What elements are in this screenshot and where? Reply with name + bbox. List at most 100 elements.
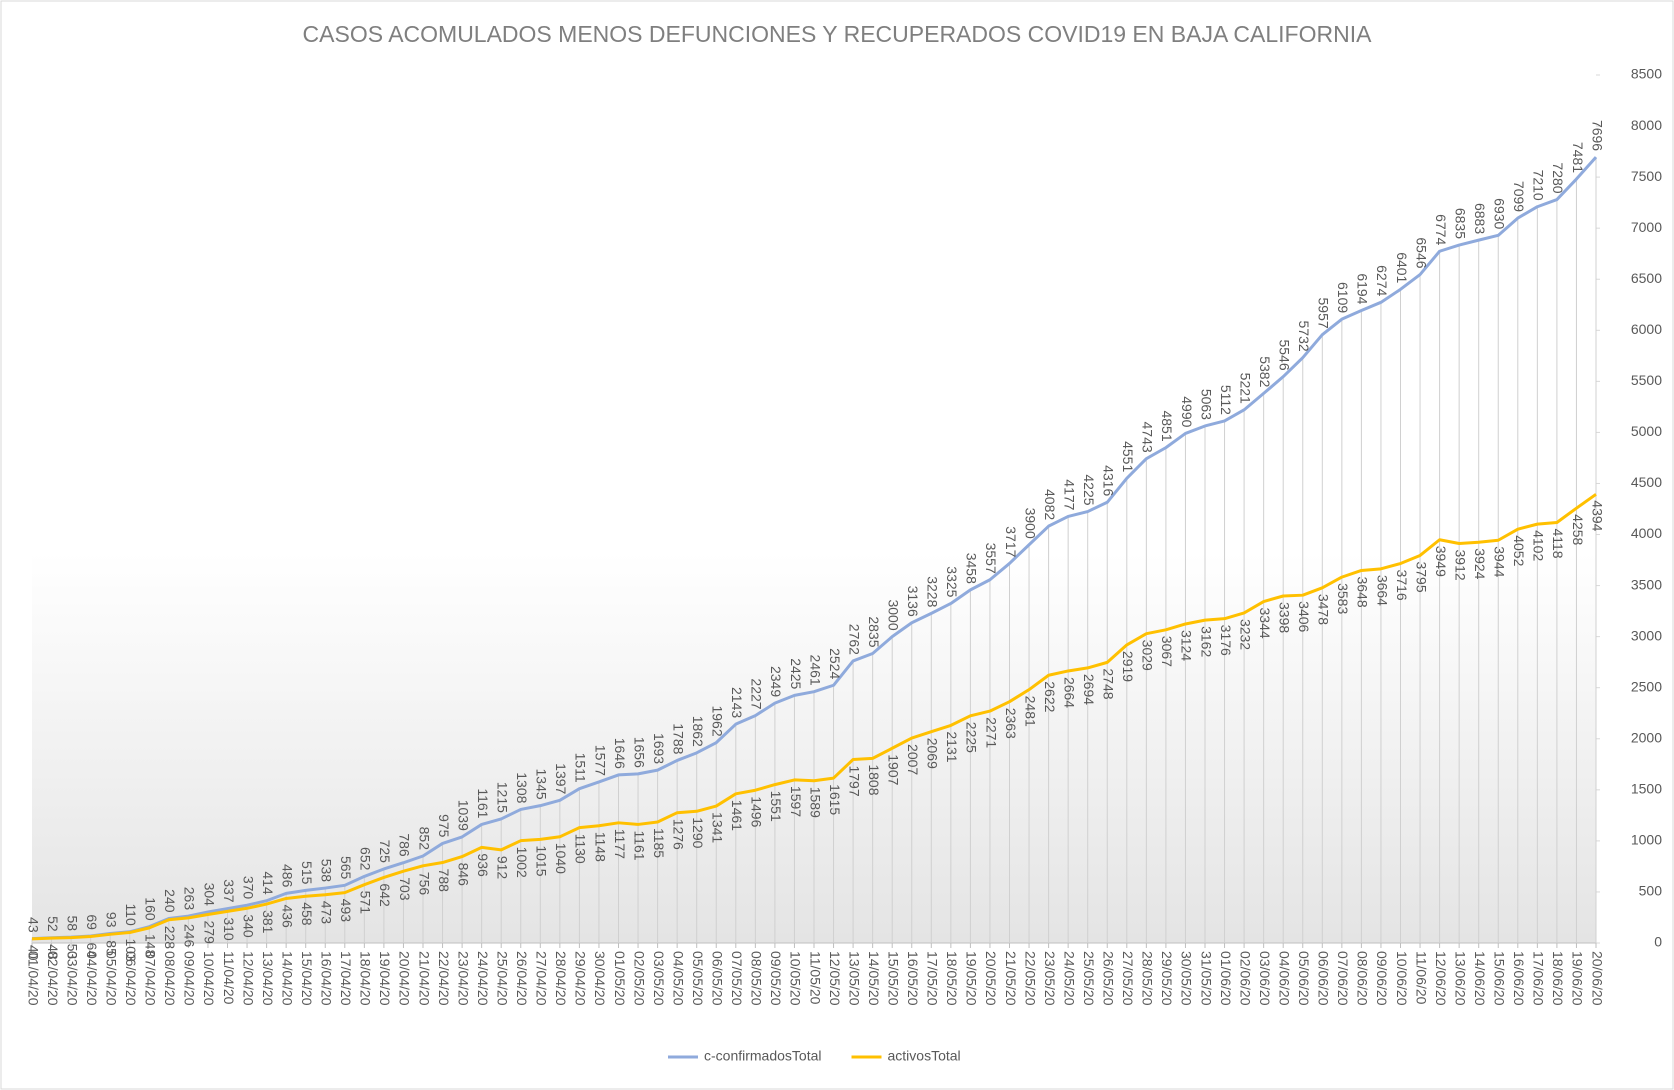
data-label: 4551: [1120, 441, 1136, 472]
x-tick-label: 14/04/20: [279, 951, 295, 1006]
data-label: 3648: [1355, 576, 1371, 607]
data-label: 493: [338, 899, 354, 923]
data-label: 5063: [1198, 389, 1214, 420]
data-label: 458: [299, 902, 315, 926]
x-tick-label: 01/05/20: [612, 951, 628, 1006]
data-label: 1962: [710, 705, 726, 736]
data-label: 1039: [455, 800, 471, 831]
data-label: 2694: [1081, 674, 1097, 705]
x-tick-label: 10/06/20: [1394, 951, 1410, 1006]
data-label: 1646: [612, 738, 628, 769]
data-label: 538: [319, 859, 335, 883]
data-label: 1397: [553, 763, 569, 794]
data-label: 1862: [690, 716, 706, 747]
data-label: 912: [494, 856, 510, 880]
x-tick-label: 16/05/20: [905, 951, 921, 1006]
data-label: 3949: [1433, 546, 1449, 577]
data-label: 5382: [1257, 356, 1273, 387]
data-label: 1496: [749, 796, 765, 827]
x-tick-label: 20/05/20: [983, 951, 999, 1006]
data-label: 1015: [534, 845, 550, 876]
data-label: 1002: [514, 847, 530, 878]
data-label: 228: [162, 926, 178, 950]
data-label: 3583: [1335, 583, 1351, 614]
data-label: 2349: [768, 666, 784, 697]
data-label: 160: [143, 897, 159, 921]
data-label: 4102: [1531, 530, 1547, 561]
x-tick-label: 13/05/20: [846, 951, 862, 1006]
data-label: 3067: [1159, 636, 1175, 667]
x-tick-label: 14/06/20: [1472, 951, 1488, 1006]
x-tick-label: 13/06/20: [1452, 951, 1468, 1006]
x-tick-label: 03/05/20: [651, 951, 667, 1006]
x-tick-label: 17/05/20: [925, 951, 941, 1006]
data-label: 1341: [710, 812, 726, 843]
data-label: 2131: [944, 731, 960, 762]
data-label: 4743: [1140, 421, 1156, 452]
x-tick-label: 05/06/20: [1296, 951, 1312, 1006]
data-label: 3162: [1198, 626, 1214, 657]
data-label: 2762: [846, 624, 862, 655]
data-label: 4316: [1101, 465, 1117, 496]
data-label: 1597: [788, 786, 804, 817]
data-label: 3325: [944, 566, 960, 597]
x-tick-label: 02/05/20: [631, 951, 647, 1006]
data-label: 3478: [1316, 594, 1332, 625]
x-tick-label: 12/05/20: [827, 951, 843, 1006]
data-label: 414: [260, 871, 276, 895]
data-label: 2835: [866, 616, 882, 647]
x-tick-label: 23/05/20: [1042, 951, 1058, 1006]
x-tick-label: 05/04/20: [103, 951, 119, 1006]
data-label: 3458: [964, 553, 980, 584]
data-label: 565: [338, 856, 354, 880]
x-tick-label: 19/06/20: [1570, 951, 1586, 1006]
x-tick-label: 12/04/20: [240, 951, 256, 1006]
data-label: 2664: [1061, 677, 1077, 708]
data-label: 310: [221, 917, 237, 941]
y-tick-label: 5000: [1631, 423, 1662, 439]
data-label: 2425: [788, 658, 804, 689]
data-label: 2069: [925, 738, 941, 769]
data-label: 975: [436, 814, 452, 838]
data-label: 246: [182, 924, 198, 948]
data-label: 652: [358, 847, 374, 871]
data-label: 4258: [1570, 514, 1586, 545]
x-tick-label: 15/04/20: [299, 951, 315, 1006]
x-tick-label: 09/04/20: [182, 951, 198, 1006]
data-label: 64: [84, 942, 100, 958]
y-tick-label: 3500: [1631, 576, 1662, 592]
data-label: 48: [45, 944, 61, 960]
x-tick-label: 08/04/20: [162, 951, 178, 1006]
data-label: 3944: [1492, 546, 1508, 577]
data-label: 2524: [827, 648, 843, 679]
x-tick-label: 04/05/20: [670, 951, 686, 1006]
legend: c-confirmadosTotal activosTotal: [668, 1048, 961, 1064]
data-label: 1215: [494, 782, 510, 813]
data-label: 6109: [1335, 282, 1351, 313]
x-tick-label: 30/05/20: [1179, 951, 1195, 1006]
data-label: 1177: [612, 829, 628, 859]
data-label: 3716: [1394, 570, 1410, 601]
data-label: 515: [299, 861, 315, 885]
y-tick-label: 8500: [1631, 66, 1662, 82]
data-label: 756: [416, 872, 432, 896]
data-label: 3232: [1237, 619, 1253, 650]
data-label: 3924: [1472, 548, 1488, 579]
data-label: 1511: [573, 753, 589, 783]
x-tick-label: 01/04/20: [25, 951, 41, 1006]
x-tick-label: 24/04/20: [475, 951, 491, 1006]
data-label: 263: [182, 887, 198, 911]
data-label: 6835: [1452, 208, 1468, 239]
data-label: 3406: [1296, 601, 1312, 632]
data-label: 1290: [690, 817, 706, 848]
x-tick-label: 11/06/20: [1413, 951, 1429, 1005]
data-label: 571: [358, 891, 374, 915]
data-label: 6401: [1394, 252, 1410, 283]
data-label: 3664: [1374, 575, 1390, 606]
data-label: 1308: [514, 772, 530, 803]
chart-title: CASOS ACOMULADOS MENOS DEFUNCIONES Y REC…: [303, 21, 1373, 47]
x-tick-label: 28/05/20: [1140, 951, 1156, 1006]
y-tick-label: 4000: [1631, 525, 1662, 541]
data-label: 1161: [475, 788, 491, 818]
data-label: 1907: [885, 754, 901, 785]
